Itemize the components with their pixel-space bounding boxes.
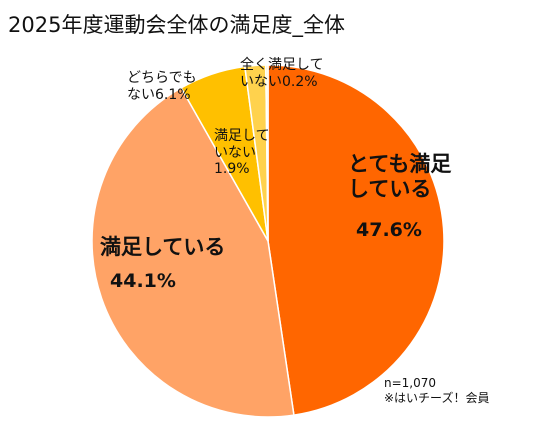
sample-size-note: n=1,070 xyxy=(384,376,437,390)
source-note: ※はいチーズ！会員 xyxy=(384,391,490,405)
label-very-satisfied-pct: 47.6% xyxy=(356,219,422,241)
label-very-satisfied: とても満足 している xyxy=(348,152,451,202)
slice-very-unsatisfied xyxy=(265,64,269,242)
label-very-unsatisfied-line2: いない0.2% xyxy=(240,73,318,90)
chart-title: 2025年度運動会全体の満足度_全体 xyxy=(8,13,345,37)
label-very-unsatisfied: 全く満足して いない0.2% xyxy=(240,57,324,90)
label-very-unsatisfied-line1: 全く満足して xyxy=(240,57,324,73)
label-neutral-line1: どちらでも xyxy=(127,70,197,86)
label-unsatisfied: 満足して いない 1.9% xyxy=(214,128,270,178)
label-neutral-line2: ない6.1% xyxy=(127,86,191,103)
label-unsatisfied-pct: 1.9% xyxy=(214,161,250,178)
label-neutral: どちらでも ない6.1% xyxy=(127,70,197,103)
label-unsatisfied-line1: 満足して xyxy=(214,128,270,144)
label-satisfied: 満足している xyxy=(100,235,226,259)
label-very-satisfied-line1: とても満足 xyxy=(348,152,452,176)
notes: n=1,070 ※はいチーズ！会員 xyxy=(384,376,489,406)
label-very-satisfied-line2: している xyxy=(348,176,432,201)
slice-very-satisfied xyxy=(267,64,445,416)
slice-satisfied xyxy=(91,86,295,418)
label-satisfied-pct: 44.1% xyxy=(110,270,176,292)
label-unsatisfied-line2: いない xyxy=(214,144,256,161)
